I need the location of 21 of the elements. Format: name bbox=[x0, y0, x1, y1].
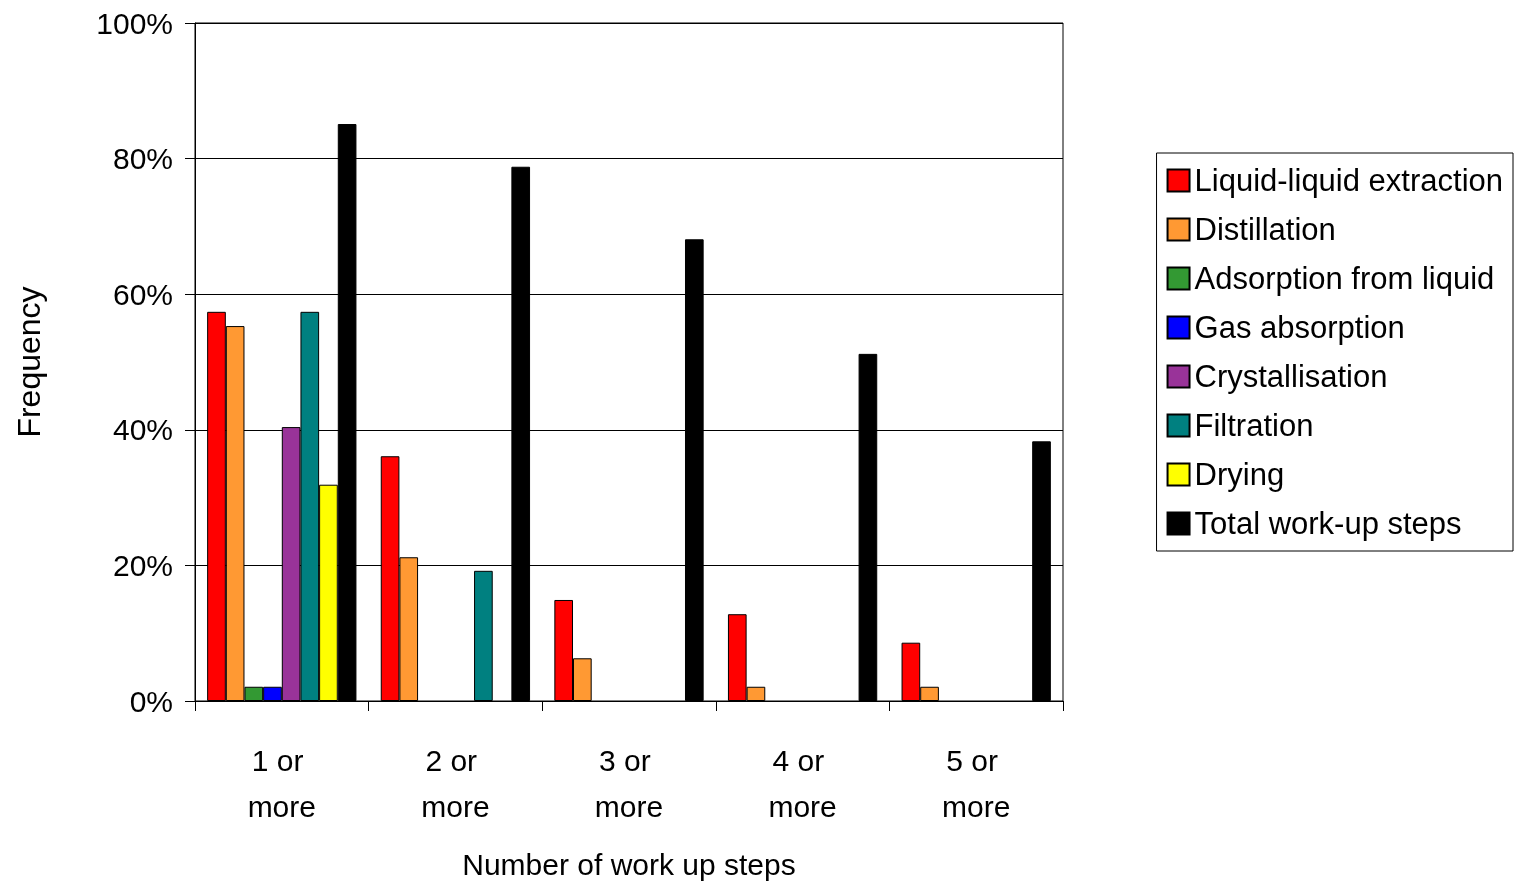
legend-label: Crystallisation bbox=[1194, 359, 1388, 394]
y-tick-label: 0% bbox=[129, 684, 173, 718]
y-tick-label: 20% bbox=[112, 548, 173, 582]
x-tick-label: 1 or more bbox=[247, 743, 316, 823]
y-tick-label: 100% bbox=[96, 6, 173, 40]
legend-label: Liquid-liquid extraction bbox=[1194, 163, 1504, 198]
y-tick-label: 40% bbox=[112, 413, 173, 447]
legend-label: Total work-up steps bbox=[1194, 506, 1462, 541]
legend-label: Filtration bbox=[1194, 408, 1314, 443]
legend-label: Drying bbox=[1194, 457, 1285, 492]
x-tick-label: 4 or more bbox=[768, 743, 837, 823]
x-tick-label: 2 or more bbox=[421, 743, 490, 823]
x-tick-label: 3 or more bbox=[594, 743, 664, 823]
y-tick-label: 60% bbox=[112, 277, 173, 311]
legend-label: Gas absorption bbox=[1194, 310, 1405, 345]
x-tick-label: 5 or more bbox=[942, 743, 1011, 823]
y-tick-label: 80% bbox=[112, 142, 173, 176]
x-axis-title: Number of work up steps bbox=[462, 847, 796, 881]
y-axis-title: Frequency bbox=[11, 286, 47, 438]
legend-label: Adsorption from liquid bbox=[1194, 261, 1495, 296]
legend-label: Distillation bbox=[1194, 212, 1336, 247]
